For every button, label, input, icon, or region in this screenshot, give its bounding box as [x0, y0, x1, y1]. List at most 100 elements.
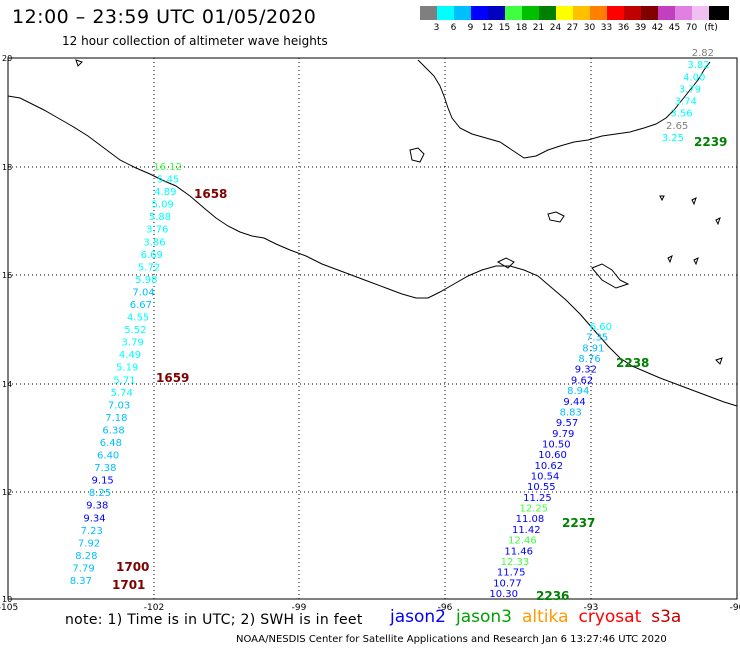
wave-height-label: 3.25 — [662, 133, 684, 144]
scale-swatch — [607, 6, 624, 20]
wave-height-label: 4.55 — [127, 313, 149, 324]
lat-label: 18 — [2, 163, 12, 172]
scale-label: 42 — [651, 23, 664, 33]
wave-height-label: 10.30 — [489, 589, 518, 600]
wave-height-label: 9.57 — [556, 418, 578, 429]
wave-height-label: 8.76 — [578, 354, 600, 365]
wave-height-label: 11.25 — [523, 493, 552, 504]
islands — [75, 59, 723, 365]
scale-label: 18 — [515, 23, 528, 33]
time-labels: 1658 1659 1700 1701 2239 2238 2237 2236 — [112, 135, 727, 603]
scale-label: 9 — [467, 23, 474, 33]
wave-height-label: 9.79 — [552, 429, 574, 440]
scale-label: 27 — [566, 23, 579, 33]
wave-height-label: 3.82 — [687, 60, 709, 71]
wave-height-label: 4.00 — [683, 72, 705, 83]
lat-label: 10 — [2, 595, 12, 604]
wave-height-label: 16.12 — [153, 162, 182, 173]
wave-height-label: 10.55 — [527, 482, 556, 493]
wave-height-label: 4.89 — [154, 187, 176, 198]
scale-label: 30 — [583, 23, 596, 33]
legend-entry: jason2 — [390, 607, 446, 627]
wave-height-label: 11.46 — [504, 546, 533, 557]
map-frame — [7, 57, 738, 600]
scale-swatch — [420, 6, 437, 20]
wave-height-label: 8.91 — [582, 343, 604, 354]
pass-time-label: 2238 — [616, 356, 649, 370]
scale-label: 21 — [532, 23, 545, 33]
wave-height-label: 5.71 — [113, 375, 135, 386]
scale-label: (ft) — [704, 23, 718, 33]
wave-height-label: 5.45 — [157, 175, 179, 186]
scale-swatch — [658, 6, 675, 20]
pass-time-label: 1700 — [116, 560, 149, 574]
lon-label: -90 — [730, 603, 740, 613]
wave-height-label: 3.76 — [146, 225, 168, 236]
wave-height-label: 8.94 — [567, 386, 589, 397]
scale-swatch — [488, 6, 505, 20]
scale-label: 15 — [498, 23, 511, 33]
color-scale-labels: 3 6 9 12 15 18 21 24 27 30 33 36 39 42 45 70 (ft) — [420, 23, 722, 33]
wave-height-label: 5.88 — [149, 212, 171, 223]
wave-height-label: 10.77 — [493, 578, 522, 589]
scale-label: 33 — [600, 23, 613, 33]
pass-time-label: 1659 — [156, 371, 189, 385]
lat-label: 14 — [2, 380, 12, 389]
scale-swatch — [641, 6, 658, 20]
pass-time-label: 2237 — [562, 516, 595, 530]
scale-swatch — [505, 6, 522, 20]
wave-height-label: 9.34 — [83, 513, 105, 524]
wave-height-label: 3.74 — [675, 97, 697, 108]
wave-height-label: 12.46 — [508, 536, 537, 547]
lon-label: -105 — [0, 603, 18, 613]
wave-height-label: 6.69 — [141, 250, 163, 261]
scale-swatch — [471, 6, 488, 20]
wave-height-label: 8.37 — [70, 576, 92, 587]
wave-height-label: 3.86 — [143, 237, 165, 248]
scale-swatch — [590, 6, 607, 20]
wave-height-label: 9.62 — [571, 375, 593, 386]
lon-label: -102 — [144, 603, 164, 613]
wave-height-label: 2.65 — [666, 121, 688, 132]
scale-label: 6 — [450, 23, 457, 33]
wave-height-label: 11.42 — [512, 525, 541, 536]
wave-height-label: 9.38 — [86, 501, 108, 512]
wave-height-label: 8.83 — [560, 407, 582, 418]
scale-label: 70 — [685, 23, 698, 33]
map-title: 12:00 – 23:59 UTC 01/05/2020 — [12, 6, 317, 28]
scale-swatch — [454, 6, 471, 20]
wave-tracks: 16.12 5.454.89 5.095.88 3.763.86 6.695.72 5.9… — [70, 48, 714, 600]
wave-height-label: 9.44 — [563, 397, 585, 408]
wave-height-label: 12.25 — [519, 504, 548, 515]
grid-lines — [8, 58, 737, 599]
wave-height-label: 6.48 — [100, 438, 122, 449]
wave-height-label: 7.03 — [108, 400, 130, 411]
wave-height-label: 7.18 — [105, 413, 127, 424]
wave-height-label: 5.72 — [138, 262, 160, 273]
lon-label: -93 — [584, 603, 599, 613]
color-scale-bar — [420, 6, 729, 22]
wave-height-label: 6.38 — [102, 426, 124, 437]
legend-entry: altika — [522, 607, 569, 627]
wave-height-label: 10.50 — [542, 440, 571, 451]
scale-label: 45 — [668, 23, 681, 33]
lon-label: -96 — [438, 603, 453, 613]
wave-height-label: 7.92 — [78, 538, 100, 549]
wave-height-label: 5.19 — [116, 363, 138, 374]
wave-height-label: 3.79 — [679, 84, 701, 95]
scale-label: 12 — [481, 23, 494, 33]
wave-height-label: 11.75 — [497, 568, 526, 579]
wave-height-label: 7.23 — [81, 526, 103, 537]
lat-label: 20 — [2, 54, 12, 63]
wave-height-label: 7.38 — [94, 463, 116, 474]
scale-swatch — [522, 6, 539, 20]
wave-height-label: 3.56 — [670, 109, 692, 120]
scale-swatch — [539, 6, 556, 20]
scale-swatch — [709, 6, 729, 20]
scale-label: 24 — [549, 23, 562, 33]
scale-swatch — [675, 6, 692, 20]
wave-height-label: 10.62 — [534, 461, 563, 472]
wave-height-label: 7.35 — [586, 333, 608, 344]
pass-time-label: 1701 — [112, 578, 145, 592]
